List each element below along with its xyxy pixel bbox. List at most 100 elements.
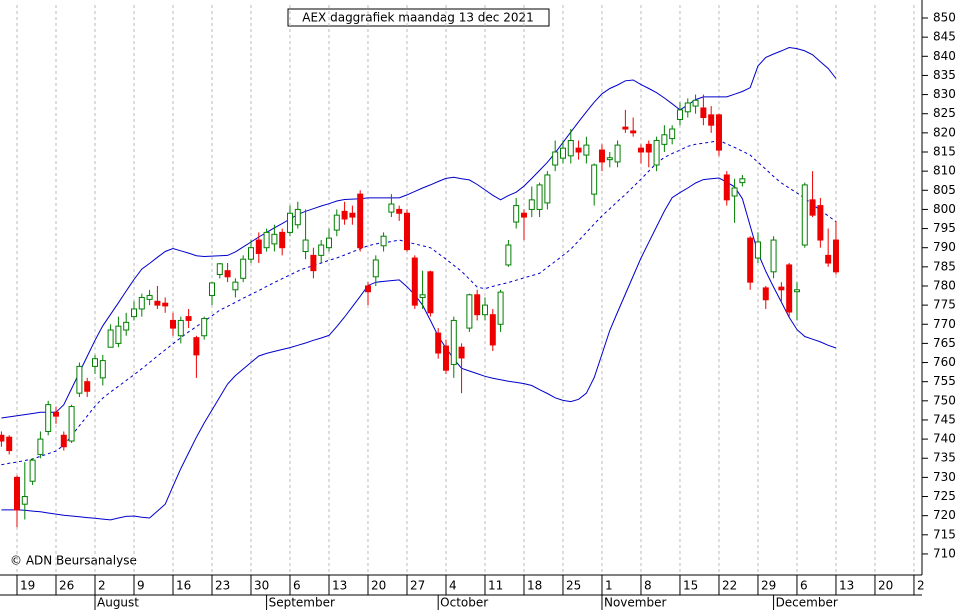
candle-body <box>567 140 574 157</box>
candle-body <box>396 208 403 214</box>
candle-body <box>380 235 387 247</box>
candle-body <box>263 231 270 249</box>
candle-body <box>185 316 192 321</box>
x-tick-label: 30 <box>254 579 269 593</box>
y-tick-label: 710 <box>933 546 956 560</box>
candle-body <box>489 314 496 346</box>
candle-body <box>793 289 800 293</box>
candle-body <box>115 325 122 344</box>
candle-body <box>754 241 761 259</box>
x-tick-label: 6 <box>293 579 301 593</box>
candle-body <box>92 358 99 367</box>
candle-body <box>832 239 839 273</box>
x-tick-label: 23 <box>215 579 230 593</box>
y-tick-label: 715 <box>933 527 956 541</box>
y-tick-label: 845 <box>933 30 956 44</box>
candle-body <box>286 212 293 233</box>
candle-body <box>630 130 637 134</box>
candle-body <box>255 239 262 254</box>
candle-body <box>224 270 231 278</box>
candle-body <box>474 294 481 316</box>
x-tick-label: 1 <box>605 579 613 593</box>
candle-body <box>661 134 668 145</box>
candle-body <box>528 199 535 210</box>
candle-body <box>786 264 793 313</box>
candle-body <box>29 459 36 482</box>
candle-body <box>676 109 683 120</box>
y-tick-label: 810 <box>933 164 956 178</box>
x-tick-label: 9 <box>137 579 145 593</box>
x-tick-label: 2 <box>917 579 925 593</box>
candle-body <box>333 214 340 231</box>
candle-body <box>130 308 137 318</box>
month-label: August <box>97 596 139 610</box>
candle-body <box>372 259 379 278</box>
y-tick-label: 735 <box>933 451 956 465</box>
candle-body <box>731 187 738 197</box>
candle-body <box>700 107 707 119</box>
copyright: © ADN Beursanalyse <box>10 554 137 568</box>
y-tick-label: 780 <box>933 278 956 292</box>
candle-body <box>708 114 715 126</box>
month-label: December <box>776 596 838 610</box>
candle-body <box>37 438 44 455</box>
candle-body <box>645 143 652 153</box>
candle-body <box>162 302 169 307</box>
y-tick-label: 815 <box>933 144 956 158</box>
month-label: November <box>604 596 666 610</box>
y-tick-label: 835 <box>933 68 956 82</box>
candle-body <box>575 147 582 153</box>
candle-body <box>583 144 590 156</box>
candle-body <box>247 247 254 260</box>
x-tick-label: 15 <box>683 579 698 593</box>
x-tick-label: 2 <box>98 579 106 593</box>
candle-body <box>598 149 605 163</box>
title-box <box>287 8 550 27</box>
y-tick-label: 805 <box>933 183 956 197</box>
candle-body <box>692 99 699 107</box>
candle-body <box>60 434 67 448</box>
candle-body <box>294 208 301 226</box>
candle-body <box>310 254 317 272</box>
candle-body <box>442 345 449 371</box>
candle-body <box>271 233 278 245</box>
candle-body <box>240 258 247 279</box>
y-tick-label: 745 <box>933 412 956 426</box>
candle-body <box>458 346 465 359</box>
x-tick-label: 29 <box>761 579 776 593</box>
candle-body <box>762 287 769 301</box>
y-tick-label: 760 <box>933 355 956 369</box>
x-tick-label: 18 <box>527 579 542 593</box>
x-tick-label: 8 <box>644 579 652 593</box>
candle-body <box>84 381 91 392</box>
candle-body <box>302 239 309 253</box>
y-tick-label: 730 <box>933 470 956 484</box>
candle-body <box>107 329 114 348</box>
candle-body <box>138 296 145 310</box>
candle-body <box>341 210 348 220</box>
band-line <box>1 177 837 521</box>
candle-body <box>208 282 215 297</box>
candle-body <box>825 254 832 264</box>
x-tick-label: 16 <box>176 579 191 593</box>
y-tick-label: 765 <box>933 336 956 350</box>
candle-body <box>364 285 371 293</box>
x-tick-label: 13 <box>839 579 854 593</box>
y-tick-label: 800 <box>933 202 956 216</box>
candle-body <box>809 199 816 216</box>
candle-body <box>739 178 746 184</box>
candle-body <box>481 304 488 316</box>
candle-body <box>419 294 426 298</box>
candle-body <box>669 128 676 140</box>
month-label: October <box>440 596 488 610</box>
x-tick-label: 19 <box>20 579 35 593</box>
y-tick-label: 750 <box>933 393 956 407</box>
candle-body <box>466 294 473 329</box>
candle-body <box>349 212 356 218</box>
candle-body <box>520 212 527 218</box>
band-line <box>1 139 837 466</box>
y-tick-label: 820 <box>933 125 956 139</box>
candle-body <box>14 476 21 511</box>
candle-body <box>450 319 457 365</box>
x-tick-label: 22 <box>722 579 737 593</box>
